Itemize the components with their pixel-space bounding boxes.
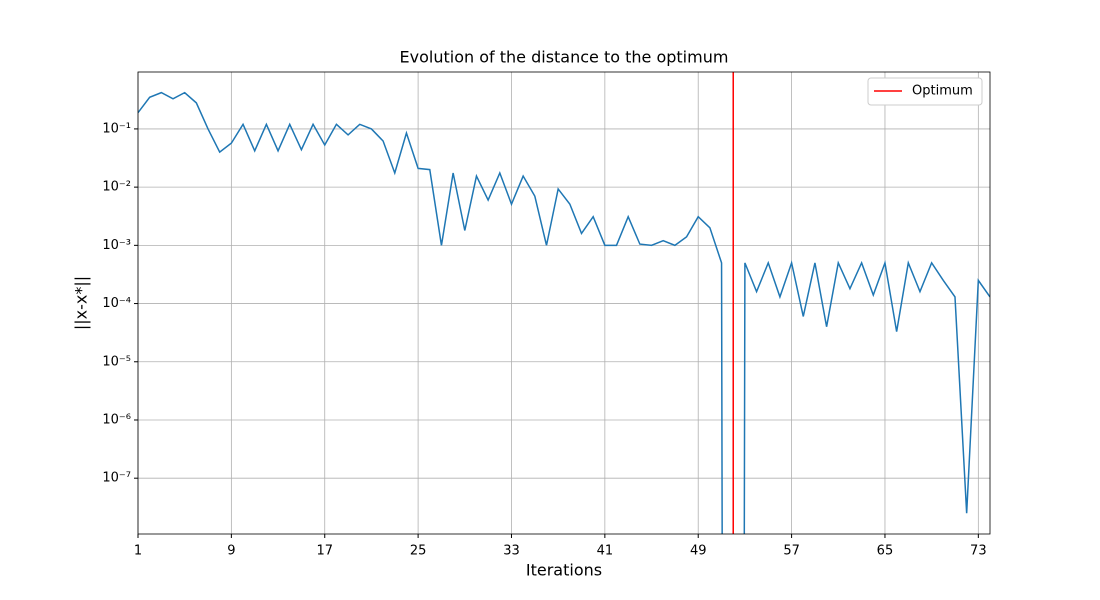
x-tick-label: 17	[316, 544, 333, 559]
plot-area	[138, 91, 990, 534]
axes-frame	[137, 71, 991, 535]
data-line	[138, 91, 990, 534]
x-tick-label: 49	[690, 544, 707, 559]
x-tick-label: 41	[597, 544, 614, 559]
x-axis-label: Iterations	[526, 561, 602, 580]
y-tick-label: 10⁻⁴	[102, 296, 131, 311]
x-tick-label: 33	[503, 544, 520, 559]
y-tick-label: 10⁻³	[102, 238, 131, 253]
x-tick-label: 73	[970, 544, 987, 559]
y-axis-label: ||x-x*||	[72, 276, 91, 330]
y-tick-label: 10⁻²	[102, 180, 131, 195]
x-tick-label: 57	[783, 544, 800, 559]
x-tick-label: 25	[410, 544, 427, 559]
chart-title: Evolution of the distance to the optimum	[400, 48, 729, 67]
y-tick-label: 10⁻⁷	[102, 471, 131, 486]
y-tick-label: 10⁻⁵	[102, 354, 131, 369]
legend-label: Optimum	[912, 84, 973, 99]
x-tick-label: 1	[134, 544, 142, 559]
x-tick-label: 9	[227, 544, 235, 559]
legend-box	[867, 77, 983, 106]
y-tick-label: 10⁻⁶	[102, 412, 131, 427]
x-tick-label: 65	[877, 544, 894, 559]
y-tick-label: 10⁻¹	[102, 121, 131, 136]
